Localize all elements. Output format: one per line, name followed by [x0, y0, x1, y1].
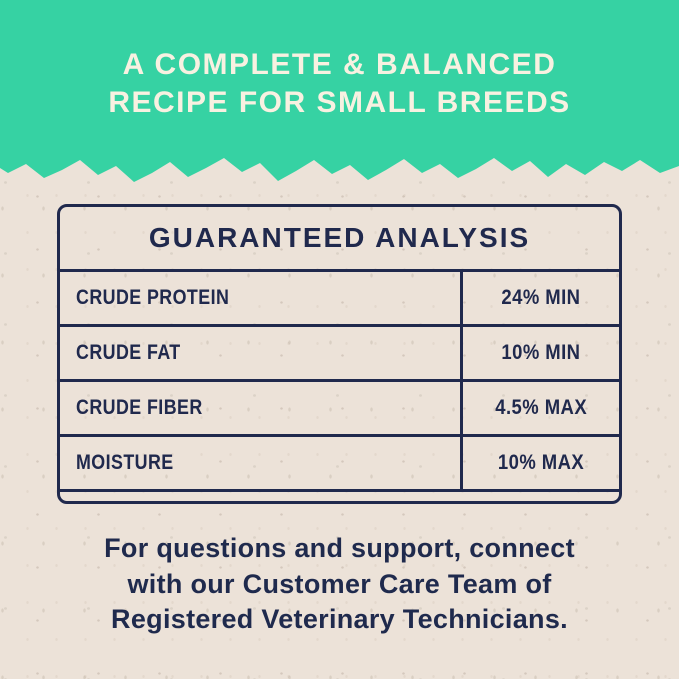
analysis-title: GUARANTEED ANALYSIS — [60, 207, 619, 272]
support-line2: with our Customer Care Team of — [127, 568, 552, 599]
package-headline: A COMPLETE & BALANCED RECIPE FOR SMALL B… — [0, 46, 679, 123]
table-row: CRUDE PROTEIN 24% MIN — [60, 272, 619, 327]
table-row: CRUDE FAT 10% MIN — [60, 327, 619, 382]
row-value: 4.5% MAX — [460, 382, 619, 434]
headline-line1: A COMPLETE & BALANCED — [122, 48, 557, 81]
row-label: CRUDE FAT — [76, 341, 181, 364]
support-line3: Registered Veterinary Technicians. — [111, 604, 568, 635]
support-message: For questions and support, connect with … — [0, 531, 679, 638]
table-row: CRUDE FIBER 4.5% MAX — [60, 382, 619, 437]
row-value: 24% MIN — [460, 272, 619, 324]
row-label: CRUDE PROTEIN — [76, 286, 230, 309]
support-line1: For questions and support, connect — [104, 533, 575, 563]
row-value: 10% MIN — [460, 327, 619, 379]
row-label: CRUDE FIBER — [76, 396, 203, 419]
guaranteed-analysis-table: GUARANTEED ANALYSIS CRUDE PROTEIN 24% MI… — [57, 204, 622, 504]
table-row: MOISTURE 10% MAX — [60, 437, 619, 492]
table-bottom-strip — [60, 492, 619, 501]
teal-header-band — [0, 0, 679, 152]
headline-line2: RECIPE FOR SMALL BREEDS — [108, 86, 571, 120]
row-label: MOISTURE — [76, 451, 174, 474]
row-value: 10% MAX — [460, 437, 619, 489]
torn-edge — [0, 152, 679, 182]
